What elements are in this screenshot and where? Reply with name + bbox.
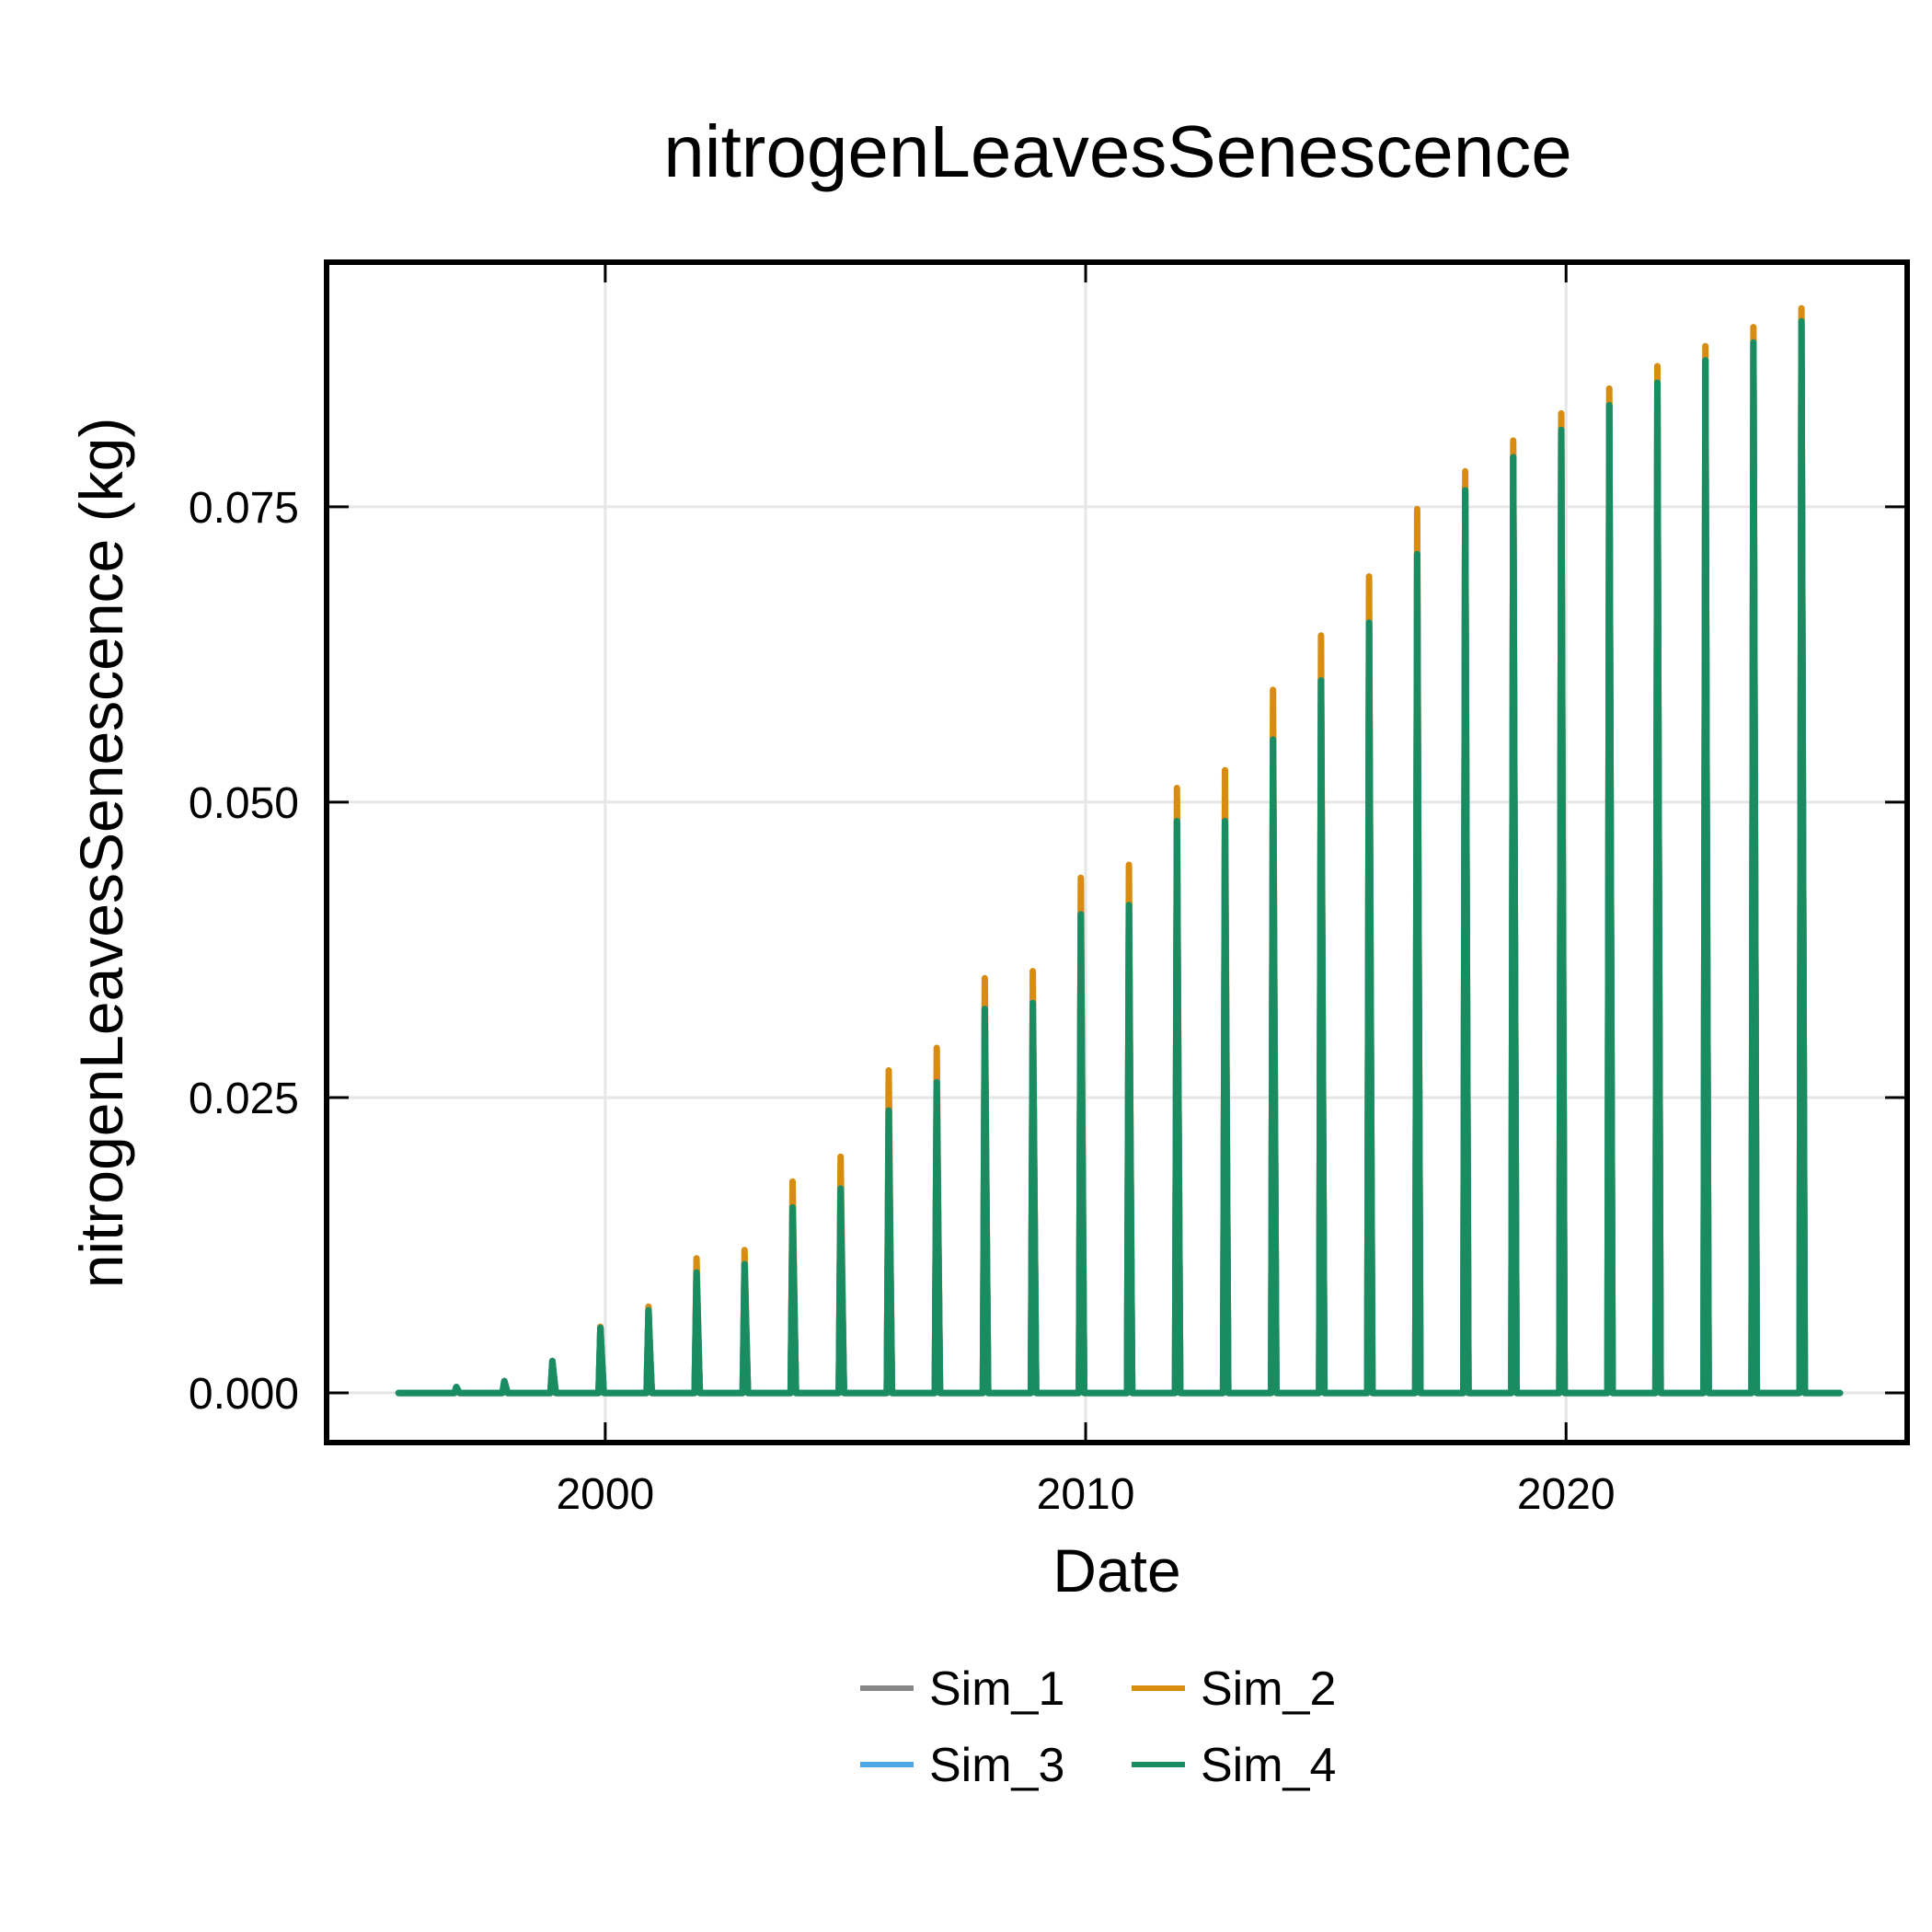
legend-item-sim_1: Sim_1 <box>860 1662 1064 1716</box>
legend-label: Sim_1 <box>929 1662 1064 1716</box>
y-tick-label: 0.075 <box>189 484 299 533</box>
y-axis-label: nitrogenLeavesSenescence (kg) <box>67 418 135 1289</box>
series-line-sim_1 <box>395 317 1844 1397</box>
legend-label: Sim_2 <box>1201 1662 1336 1716</box>
series-layer <box>395 305 1844 1397</box>
legend-label: Sim_4 <box>1201 1739 1336 1792</box>
x-tick-label: 2010 <box>1037 1470 1135 1519</box>
legend-item-sim_3: Sim_3 <box>860 1739 1064 1792</box>
x-tick-label: 2000 <box>556 1470 654 1519</box>
chart-title: nitrogenLeavesSenescence <box>663 110 1571 192</box>
legend-item-sim_4: Sim_4 <box>1132 1739 1336 1792</box>
series-line-sim_4 <box>395 317 1844 1397</box>
grid <box>327 262 1907 1443</box>
legend-item-sim_2: Sim_2 <box>1132 1662 1336 1716</box>
series-line-sim_3 <box>395 317 1844 1397</box>
plot-frame <box>324 259 1910 1445</box>
y-tick-label: 0.000 <box>189 1370 299 1419</box>
x-axis-label: Date <box>1052 1536 1180 1604</box>
x-tick-label: 2020 <box>1517 1470 1616 1519</box>
legend-label: Sim_3 <box>929 1739 1064 1792</box>
ticks: 2000 2010 2020 0.000 0.025 0.050 0.075 <box>189 262 1907 1519</box>
y-tick-label: 0.025 <box>189 1075 299 1123</box>
legend: Sim_1 Sim_2 Sim_3 Sim_4 <box>860 1662 1336 1792</box>
y-tick-label: 0.050 <box>189 779 299 828</box>
series-line-sim_2 <box>395 305 1844 1397</box>
